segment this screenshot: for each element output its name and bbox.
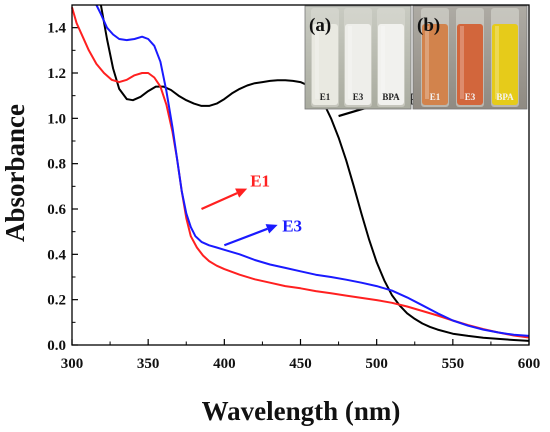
x-tick-labels: 300 350 400 450 500 550 600 bbox=[61, 356, 541, 372]
y-tick-label: 0.6 bbox=[47, 202, 66, 218]
vial-label: E3 bbox=[353, 92, 364, 102]
y-tick-label: 1.4 bbox=[47, 21, 66, 37]
annotation-arrowhead bbox=[235, 188, 248, 198]
x-tick-label: 550 bbox=[442, 356, 465, 372]
annotation-arrow-e3 bbox=[223, 227, 268, 247]
y-tick-label: 1.2 bbox=[47, 66, 66, 82]
x-tick-label: 400 bbox=[213, 356, 236, 372]
annotation-arrow-e1 bbox=[201, 192, 238, 211]
plot-frame bbox=[71, 4, 530, 346]
series-line-e3 bbox=[95, 4, 530, 337]
vial-e1 bbox=[312, 24, 338, 105]
vial-highlight bbox=[495, 26, 499, 99]
vial-label: E1 bbox=[320, 92, 331, 102]
vial-e3 bbox=[457, 24, 483, 105]
vial-highlight bbox=[315, 26, 319, 99]
vial-label: BPA bbox=[382, 92, 400, 102]
inset-photos: E1 E3 BPA (a) E1 E3 BPA (b) bbox=[304, 5, 528, 110]
x-tick-label: 450 bbox=[289, 356, 312, 372]
y-tick-label: 0.8 bbox=[47, 157, 66, 173]
annotation-label-e3: E3 bbox=[282, 217, 302, 236]
annotation-arrowhead bbox=[265, 224, 278, 234]
vial-highlight bbox=[460, 26, 464, 99]
inset-panel-label: (b) bbox=[417, 15, 440, 36]
vial-e1 bbox=[422, 24, 448, 105]
vial-label: E1 bbox=[430, 92, 441, 102]
annotations: BPA E1 E3 bbox=[201, 90, 430, 247]
x-tick-label: 350 bbox=[137, 356, 160, 372]
vial-highlight bbox=[381, 26, 385, 99]
vial-highlight bbox=[348, 26, 352, 99]
vial-label: BPA bbox=[496, 92, 514, 102]
inset-panel-label: (a) bbox=[309, 15, 331, 36]
x-tick-label: 500 bbox=[365, 356, 388, 372]
vial-label: E3 bbox=[465, 92, 476, 102]
y-tick-label: 0.4 bbox=[47, 247, 66, 263]
series-line-e1 bbox=[71, 7, 530, 339]
series-lines bbox=[71, 4, 530, 342]
vial-e3 bbox=[345, 24, 371, 105]
y-tick-label: 1.0 bbox=[47, 111, 66, 127]
annotation-label-e1: E1 bbox=[250, 171, 270, 190]
vial-bpa bbox=[492, 24, 518, 105]
y-axis-title: Absorbance bbox=[0, 104, 30, 242]
vial-bpa bbox=[378, 24, 404, 105]
x-axis-title: Wavelength (nm) bbox=[202, 396, 401, 426]
y-tick-label: 0.2 bbox=[47, 293, 66, 309]
y-tick-label: 0.0 bbox=[47, 338, 66, 354]
x-tick-label: 300 bbox=[61, 356, 84, 372]
x-tick-label: 600 bbox=[518, 356, 541, 372]
vial-highlight bbox=[425, 26, 429, 99]
y-tick-labels: 0.0 0.2 0.4 0.6 0.8 1.0 1.2 1.4 bbox=[47, 21, 66, 354]
